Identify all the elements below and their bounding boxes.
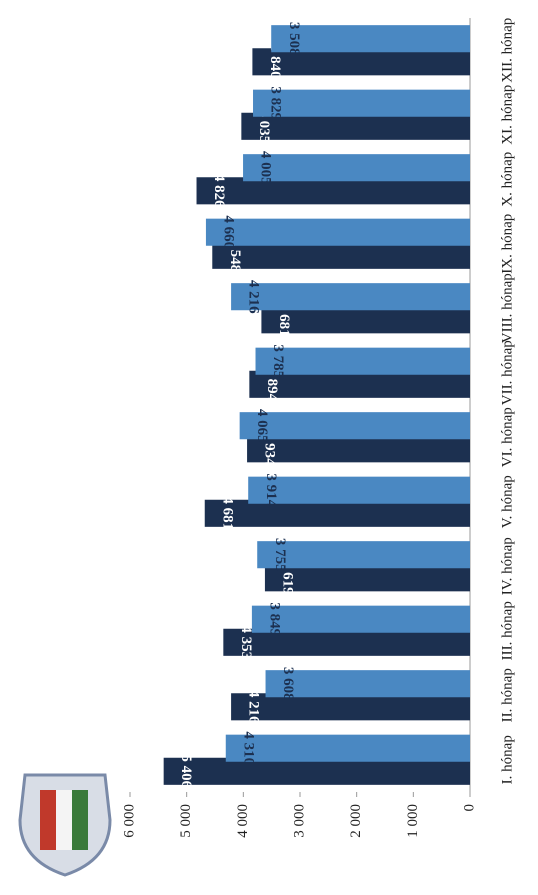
value-label: 4 826 [211, 174, 227, 208]
x-tick-label: VI. hónap [499, 407, 515, 467]
bar [255, 347, 470, 375]
bar [251, 605, 470, 633]
value-label: 3 840 [267, 45, 283, 79]
bar [248, 476, 470, 504]
bar [163, 757, 470, 785]
bar [253, 89, 470, 117]
value-label: 4 353 [238, 625, 254, 659]
value-label: 3 608 [280, 667, 296, 701]
value-label: 5 406 [178, 754, 194, 788]
bar [212, 241, 470, 269]
bar [196, 177, 470, 205]
value-label: 3 914 [263, 473, 279, 507]
value-label: 3 849 [266, 602, 282, 636]
bar [241, 112, 470, 140]
bar [205, 218, 471, 246]
x-tick-label: VII. hónap [499, 340, 515, 405]
value-label: 4 681 [219, 496, 235, 530]
value-label: 4 035 [256, 109, 272, 143]
x-tick-label: IV. hónap [499, 537, 515, 595]
value-label: 3 934 [262, 432, 278, 466]
bar [257, 541, 471, 569]
value-label: 3 785 [270, 344, 286, 378]
value-label: 3 619 [279, 561, 295, 595]
y-tick-label: 1 000 [405, 804, 421, 838]
value-label: 3 829 [268, 86, 284, 120]
value-label: 4 216 [246, 280, 262, 314]
bar [252, 48, 470, 76]
bar [204, 499, 470, 527]
bar [231, 283, 470, 311]
bar [265, 670, 470, 698]
value-label: 3 508 [286, 22, 302, 56]
y-tick-label: 4 000 [235, 804, 251, 838]
bar [264, 564, 470, 592]
bar [243, 154, 470, 182]
plot: 0 1 000 2 000 3 000 4 000 5 000 6 000 I. hónap 5… [121, 18, 515, 838]
value-label: 4 660 [220, 215, 236, 249]
y-tick-label: 6 000 [121, 804, 137, 838]
x-tick-label: IX. hónap [499, 214, 515, 274]
x-tick-label: II. hónap [499, 668, 515, 722]
value-label: 3 755 [272, 538, 288, 572]
bar [247, 435, 470, 463]
logo [18, 773, 112, 877]
x-tick-label: XI. hónap [499, 85, 515, 145]
bar [261, 306, 470, 334]
y-tick-label: 3 000 [291, 804, 307, 838]
x-tick-label: XII. hónap [499, 18, 515, 83]
bar [225, 734, 470, 762]
value-label: 3 894 [264, 367, 280, 401]
x-tick-label: VIII. hónap [499, 273, 515, 343]
x-tick-label: III. hónap [499, 601, 515, 660]
x-tick-label: I. hónap [499, 735, 515, 784]
value-label: 4 310 [240, 731, 256, 765]
x-tick-label: X. hónap [499, 152, 515, 207]
y-tick-label: 5 000 [178, 804, 194, 838]
y-tick-label: 2 000 [348, 804, 364, 838]
value-label: 3 681 [276, 303, 292, 337]
bar [223, 628, 470, 656]
value-label: 4 065 [254, 409, 270, 443]
value-label: 4 216 [246, 690, 262, 724]
value-label: 4 005 [258, 151, 274, 185]
bar [231, 693, 470, 721]
value-label: 4 548 [227, 238, 243, 272]
x-tick-label: V. hónap [499, 475, 515, 528]
bar [271, 25, 471, 53]
bar [239, 412, 470, 440]
bar [249, 370, 470, 398]
y-tick-label: 0 [461, 804, 477, 812]
